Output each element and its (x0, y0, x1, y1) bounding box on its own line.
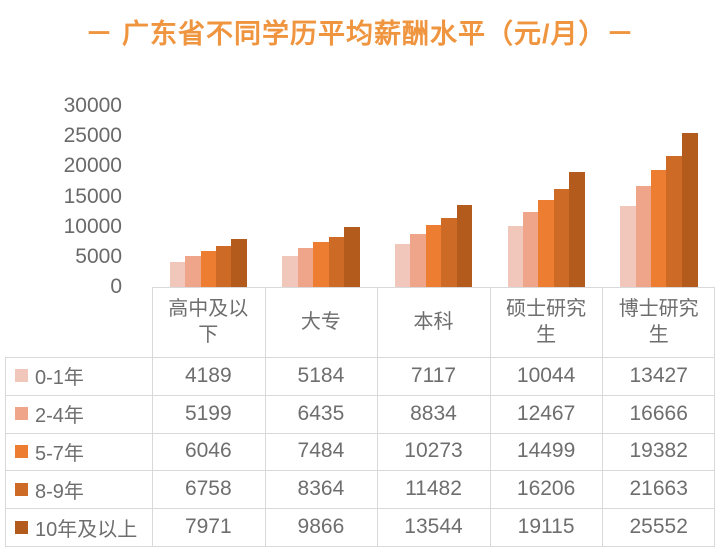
value-cell: 19115 (517, 515, 575, 539)
legend-cell: 8-9年 (5, 470, 152, 508)
table-column-border (377, 287, 379, 546)
bar-大专-0-1年 (282, 255, 299, 287)
value-cell: 8364 (297, 477, 345, 501)
value-cell: 5199 (184, 401, 232, 425)
y-axis-label: 5000 (75, 244, 122, 268)
bar-硕士研究生-8-9年 (553, 189, 570, 287)
legend-cell: 0-1年 (5, 357, 152, 395)
value-cell: 19382 (629, 439, 688, 463)
bar-博士研究生-2-4年 (635, 186, 652, 287)
value-cell: 5184 (297, 363, 345, 387)
bar-高中及以下-0-1年 (169, 261, 186, 287)
column-header-cell: 本科 (413, 311, 454, 333)
value-cell: 11482 (405, 477, 462, 501)
value-cell: 4189 (184, 363, 232, 387)
legend-swatch (15, 520, 28, 534)
table-column-border (152, 287, 153, 546)
bar-高中及以下-10年及以上 (231, 238, 248, 287)
value-cell: 10273 (404, 439, 463, 463)
value-cell: 6046 (184, 439, 232, 463)
y-axis-label: 30000 (63, 94, 122, 117)
bar-大专-5-7年 (313, 241, 329, 287)
bar-高中及以下-2-4年 (185, 255, 201, 287)
page-title: － 广东省不同学历平均薪酬水平（元/月）－ (85, 19, 635, 49)
value-cell: 7484 (297, 439, 345, 463)
value-cell: 13544 (404, 515, 463, 539)
y-axis-label: 25000 (63, 124, 122, 148)
table-row-border (5, 432, 715, 434)
bar-大专-10年及以上 (344, 227, 360, 287)
bar-硕士研究生-10年及以上 (569, 171, 585, 287)
legend-swatch (15, 444, 28, 458)
bar-硕士研究生-5-7年 (538, 199, 555, 287)
bar-本科-8-9年 (441, 217, 457, 287)
bar-本科-0-1年 (395, 244, 411, 287)
bar-硕士研究生-0-1年 (507, 226, 524, 287)
column-header-cell: 大专 (300, 311, 341, 333)
bar-大专-8-9年 (328, 236, 345, 287)
column-header-cell: 硕士研究生 (506, 298, 587, 346)
bar-博士研究生-8-9年 (666, 156, 683, 287)
bar-大专-2-4年 (297, 248, 314, 287)
table-column-border (602, 287, 604, 546)
value-cell: 25552 (629, 515, 688, 539)
table-left-border (5, 357, 6, 546)
value-cell: 10044 (516, 363, 576, 387)
bar-博士研究生-0-1年 (620, 205, 636, 287)
bar-博士研究生-10年及以上 (681, 132, 698, 287)
legend-label: 0-1年 (35, 367, 84, 390)
value-cell: 7117 (410, 363, 457, 387)
bar-本科-10年及以上 (456, 205, 473, 287)
bar-高中及以下-8-9年 (216, 246, 232, 287)
table-row-border (5, 357, 715, 358)
table-column-border (264, 287, 266, 546)
value-cell: 9866 (297, 515, 345, 539)
table-row-border (5, 546, 715, 547)
legend-cell: 5-7年 (5, 433, 152, 471)
legend-cell: 10年及以上 (5, 508, 152, 546)
column-header-cell: 博士研究生 (618, 298, 699, 346)
legend-swatch (15, 369, 28, 383)
column-header-cell: 高中及以下 (168, 298, 249, 346)
value-cell: 16206 (516, 477, 576, 501)
table-row-border (5, 394, 715, 396)
legend-swatch (15, 482, 28, 496)
bar-高中及以下-5-7年 (200, 250, 217, 287)
legend-label: 2-4年 (35, 405, 84, 428)
bar-硕士研究生-2-4年 (523, 211, 539, 287)
y-axis-label: 20000 (63, 154, 122, 178)
legend-label: 8-9年 (35, 480, 84, 503)
value-cell: 16666 (629, 401, 688, 425)
table-row-border (5, 508, 715, 510)
legend-cell: 2-4年 (5, 395, 152, 433)
bar-本科-5-7年 (425, 225, 442, 287)
value-cell: 8834 (410, 401, 457, 425)
bar-博士研究生-5-7年 (651, 170, 667, 287)
bar-本科-2-4年 (410, 233, 427, 287)
value-cell: 12467 (516, 401, 576, 425)
y-axis-label: 0 (110, 275, 122, 298)
table-column-border (489, 287, 491, 546)
value-cell: 13427 (629, 363, 688, 387)
legend-label: 10年及以上 (35, 518, 138, 541)
table-row-border (5, 470, 715, 472)
value-cell: 6758 (184, 477, 232, 501)
legend-label: 5-7年 (35, 442, 84, 465)
y-axis-label: 15000 (63, 184, 122, 208)
legend-swatch (15, 407, 28, 421)
value-cell: 21663 (629, 477, 688, 501)
value-cell: 7971 (184, 515, 232, 539)
chart-baseline (152, 287, 715, 288)
value-cell: 14499 (516, 439, 576, 463)
table-column-border (714, 287, 715, 546)
value-cell: 6435 (297, 401, 345, 425)
y-axis-label: 10000 (63, 214, 122, 238)
